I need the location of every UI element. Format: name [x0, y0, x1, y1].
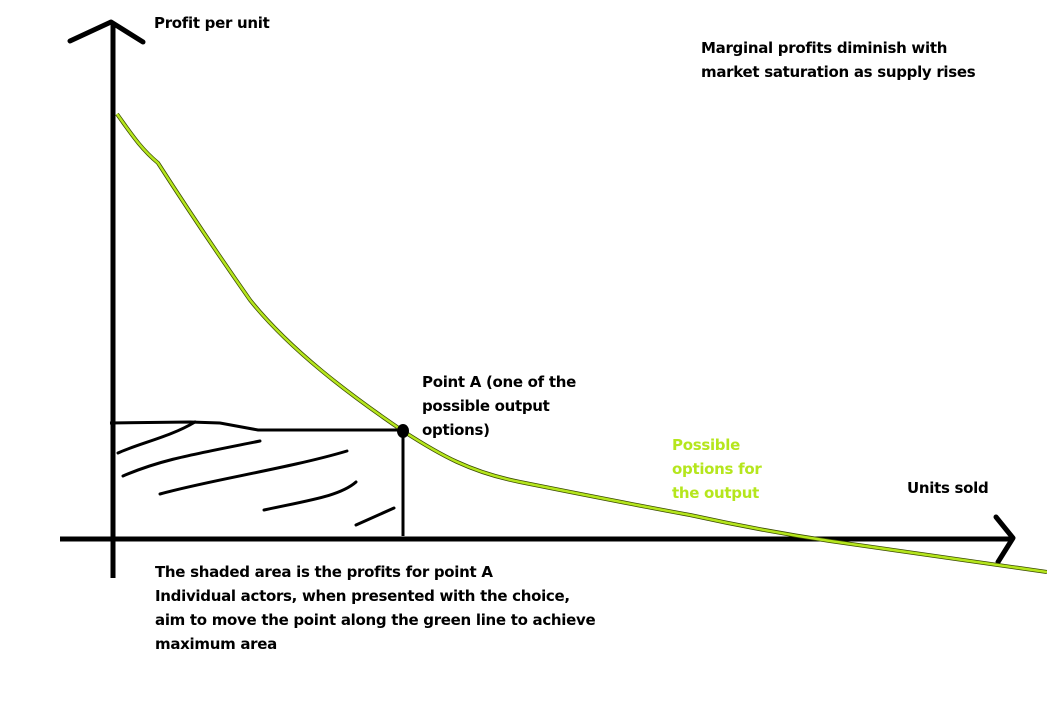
point-a-marker	[397, 424, 409, 438]
point-a-label: Point A (one of the possible output opti…	[422, 370, 576, 442]
explanation-line: maximum area	[155, 635, 277, 653]
explanation-text: The shaded area is the profits for point…	[155, 560, 596, 656]
point-a-label-line: possible output	[422, 397, 550, 415]
profit-curve-outline	[115, 112, 1047, 574]
explanation-line: The shaded area is the profits for point…	[155, 563, 493, 581]
y-axis-label: Profit per unit	[154, 14, 270, 32]
rectangle-top-edge	[109, 420, 402, 432]
curve-label-line: options for	[672, 460, 762, 478]
title-note-line: Marginal profits diminish with	[701, 39, 948, 57]
explanation-line: Individual actors, when presented with t…	[155, 587, 570, 605]
explanation-line: aim to move the point along the green li…	[155, 611, 596, 629]
point-a-label-line: options)	[422, 421, 490, 439]
curve-label: Possible options for the output	[672, 433, 762, 505]
title-note-line: market saturation as supply rises	[701, 63, 976, 81]
curve-label-line: the output	[672, 484, 759, 502]
y-axis-arrowhead	[67, 19, 146, 45]
title-note: Marginal profits diminish with market sa…	[701, 36, 976, 84]
curve-label-line: Possible	[672, 436, 740, 454]
shaded-area-hatching	[116, 420, 396, 527]
point-a-label-line: Point A (one of the	[422, 373, 576, 391]
x-axis-arrowhead	[993, 514, 1016, 565]
profit-curve	[115, 113, 1047, 574]
x-axis-label: Units sold	[907, 479, 989, 497]
